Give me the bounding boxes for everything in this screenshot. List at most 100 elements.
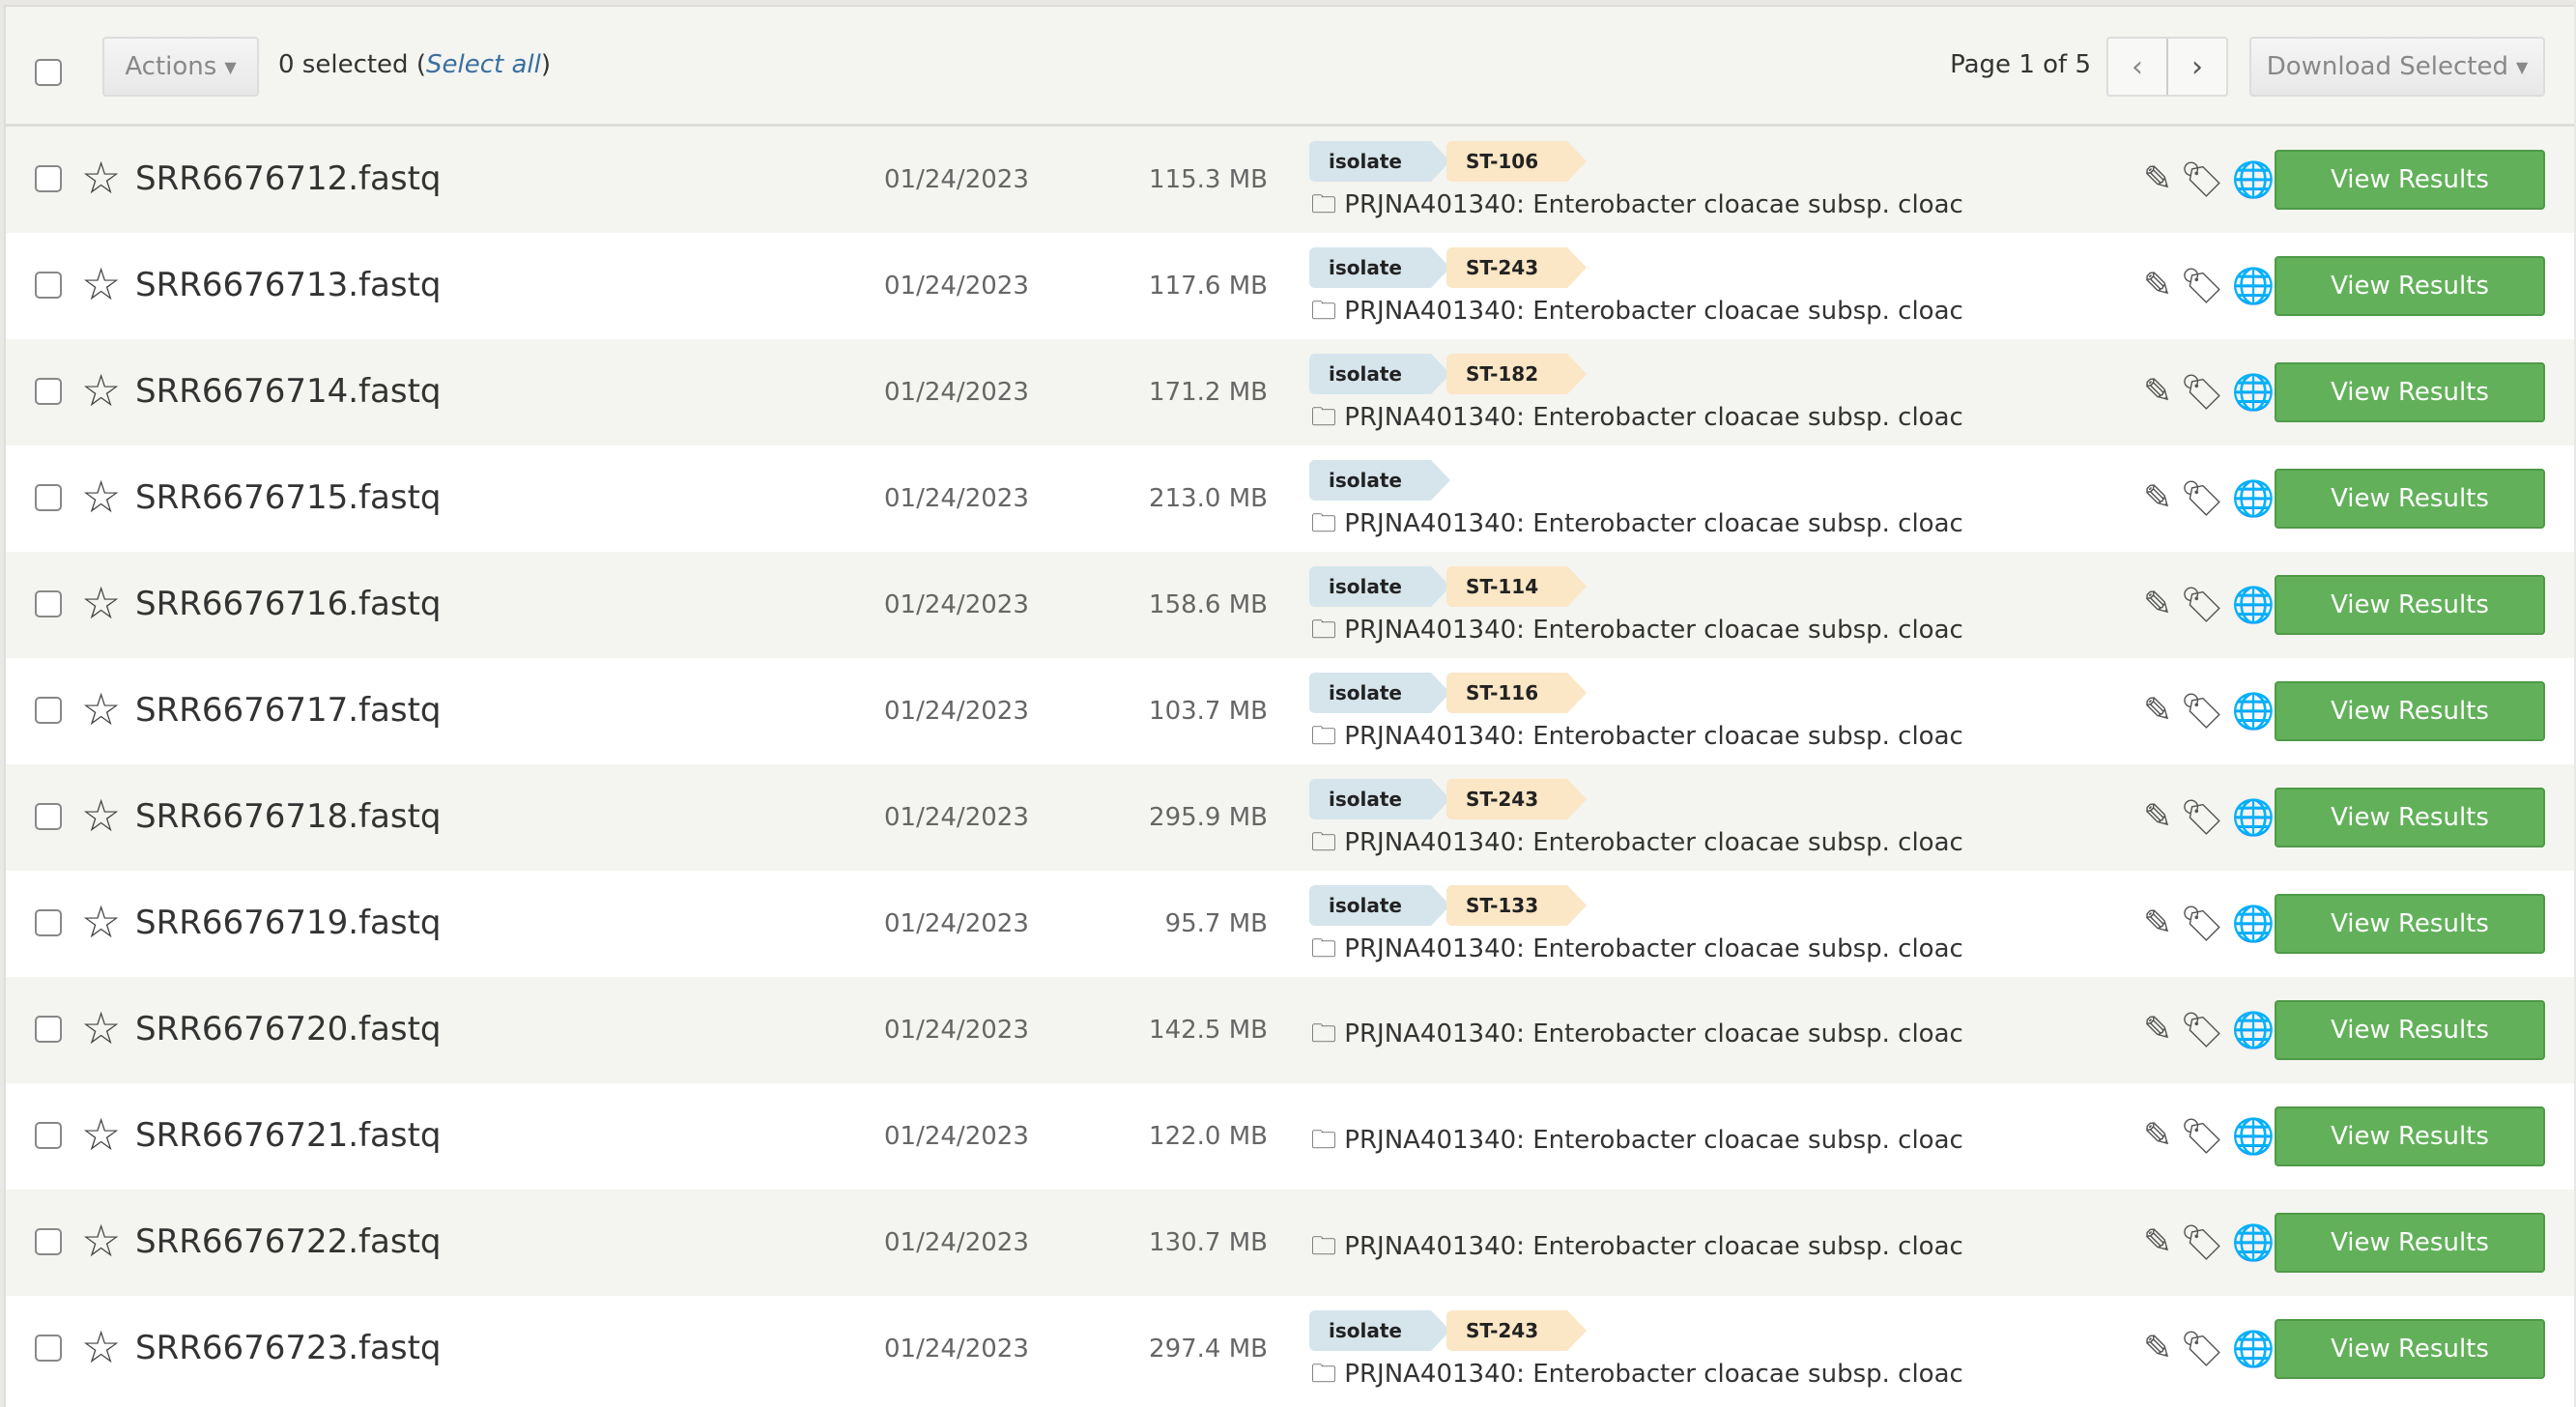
row-checkbox[interactable] (35, 165, 62, 192)
row-checkbox[interactable] (35, 1335, 62, 1362)
tags-icon[interactable]: 🏷 (2180, 1223, 2224, 1263)
view-results-button[interactable]: View Results (2275, 1106, 2545, 1166)
globe-icon[interactable]: 🌐 (2231, 692, 2275, 732)
file-name[interactable]: SRR6676718.fastq (135, 797, 442, 836)
globe-icon[interactable]: 🌐 (2231, 1117, 2275, 1157)
tag-type[interactable]: isolate (1309, 354, 1450, 394)
globe-icon[interactable]: 🌐 (2231, 267, 2275, 306)
tag-type[interactable]: isolate (1309, 1310, 1450, 1351)
star-icon[interactable]: ☆ (81, 683, 122, 735)
next-page-button[interactable]: › (2191, 49, 2203, 84)
file-name[interactable]: SRR6676713.fastq (135, 266, 442, 304)
view-results-button[interactable]: View Results (2275, 788, 2545, 847)
project-link[interactable]: 🗀 PRJNA401340: Enterobacter cloacae subs… (1311, 931, 1963, 973)
tags-icon[interactable]: 🏷 (2180, 479, 2224, 519)
globe-icon[interactable]: 🌐 (2231, 160, 2275, 200)
tag-type[interactable]: isolate (1309, 460, 1450, 501)
globe-icon[interactable]: 🌐 (2231, 479, 2275, 519)
tag-type[interactable]: isolate (1309, 673, 1450, 713)
tag-sequence-type[interactable]: ST-182 (1445, 354, 1588, 394)
star-icon[interactable]: ☆ (81, 152, 122, 204)
tags-icon[interactable]: 🏷 (2180, 1011, 2224, 1050)
tag-type[interactable]: isolate (1309, 779, 1450, 819)
star-icon[interactable]: ☆ (81, 896, 122, 948)
pencil-icon[interactable]: ✎ (2143, 585, 2173, 624)
tags-icon[interactable]: 🏷 (2180, 1330, 2224, 1369)
tag-sequence-type[interactable]: ST-106 (1445, 141, 1588, 182)
row-checkbox[interactable] (35, 272, 62, 299)
project-link[interactable]: 🗀 PRJNA401340: Enterobacter cloacae subs… (1311, 824, 1963, 867)
tags-icon[interactable]: 🏷 (2180, 267, 2224, 306)
globe-icon[interactable]: 🌐 (2231, 1223, 2275, 1263)
project-link[interactable]: 🗀 PRJNA401340: Enterobacter cloacae subs… (1311, 1122, 1963, 1164)
view-results-button[interactable]: View Results (2275, 1213, 2545, 1273)
file-name[interactable]: SRR6676722.fastq (135, 1222, 442, 1261)
star-icon[interactable]: ☆ (81, 471, 122, 523)
pencil-icon[interactable]: ✎ (2143, 1222, 2173, 1262)
globe-icon[interactable]: 🌐 (2231, 904, 2275, 944)
globe-icon[interactable]: 🌐 (2231, 798, 2275, 838)
file-name[interactable]: SRR6676721.fastq (135, 1116, 442, 1155)
view-results-button[interactable]: View Results (2275, 256, 2545, 316)
tags-icon[interactable]: 🏷 (2180, 586, 2224, 625)
globe-icon[interactable]: 🌐 (2231, 586, 2275, 625)
pencil-icon[interactable]: ✎ (2143, 266, 2173, 305)
tag-sequence-type[interactable]: ST-243 (1445, 779, 1588, 819)
row-checkbox[interactable] (35, 1228, 62, 1255)
tag-type[interactable]: isolate (1309, 885, 1450, 926)
row-checkbox[interactable] (35, 1016, 62, 1043)
tag-sequence-type[interactable]: ST-116 (1445, 673, 1588, 713)
view-results-button[interactable]: View Results (2275, 894, 2545, 954)
project-link[interactable]: 🗀 PRJNA401340: Enterobacter cloacae subs… (1311, 399, 1963, 442)
file-name[interactable]: SRR6676719.fastq (135, 904, 442, 942)
pencil-icon[interactable]: ✎ (2143, 797, 2173, 837)
tag-sequence-type[interactable]: ST-133 (1445, 885, 1588, 926)
view-results-button[interactable]: View Results (2275, 575, 2545, 635)
tags-icon[interactable]: 🏷 (2180, 1117, 2224, 1157)
pencil-icon[interactable]: ✎ (2143, 372, 2173, 412)
tags-icon[interactable]: 🏷 (2180, 692, 2224, 732)
star-icon[interactable]: ☆ (81, 1215, 122, 1267)
project-link[interactable]: 🗀 PRJNA401340: Enterobacter cloacae subs… (1311, 505, 1963, 548)
pencil-icon[interactable]: ✎ (2143, 159, 2173, 199)
file-name[interactable]: SRR6676723.fastq (135, 1329, 442, 1367)
tag-sequence-type[interactable]: ST-114 (1445, 566, 1588, 607)
tag-type[interactable]: isolate (1309, 141, 1450, 182)
project-link[interactable]: 🗀 PRJNA401340: Enterobacter cloacae subs… (1311, 718, 1963, 761)
row-checkbox[interactable] (35, 803, 62, 830)
pencil-icon[interactable]: ✎ (2143, 691, 2173, 731)
project-link[interactable]: 🗀 PRJNA401340: Enterobacter cloacae subs… (1311, 1228, 1963, 1271)
view-results-button[interactable]: View Results (2275, 1000, 2545, 1060)
project-link[interactable]: 🗀 PRJNA401340: Enterobacter cloacae subs… (1311, 1356, 1963, 1398)
pencil-icon[interactable]: ✎ (2143, 1010, 2173, 1049)
star-icon[interactable]: ☆ (81, 1108, 122, 1161)
file-name[interactable]: SRR6676714.fastq (135, 372, 442, 411)
row-checkbox[interactable] (35, 378, 62, 405)
prev-page-button[interactable]: ‹ (2108, 39, 2168, 95)
star-icon[interactable]: ☆ (81, 364, 122, 416)
pencil-icon[interactable]: ✎ (2143, 478, 2173, 518)
file-name[interactable]: SRR6676715.fastq (135, 478, 442, 517)
star-icon[interactable]: ☆ (81, 577, 122, 629)
tag-sequence-type[interactable]: ST-243 (1445, 1310, 1588, 1351)
view-results-button[interactable]: View Results (2275, 681, 2545, 741)
tags-icon[interactable]: 🏷 (2180, 904, 2224, 944)
globe-icon[interactable]: 🌐 (2231, 1330, 2275, 1369)
file-name[interactable]: SRR6676712.fastq (135, 159, 442, 198)
globe-icon[interactable]: 🌐 (2231, 373, 2275, 413)
pencil-icon[interactable]: ✎ (2143, 904, 2173, 943)
tag-type[interactable]: isolate (1309, 247, 1450, 288)
file-name[interactable]: SRR6676717.fastq (135, 691, 442, 730)
download-selected-button[interactable]: Download Selected ▼ (2249, 37, 2545, 97)
view-results-button[interactable]: View Results (2275, 469, 2545, 529)
tags-icon[interactable]: 🏷 (2180, 160, 2224, 200)
row-checkbox[interactable] (35, 1122, 62, 1149)
star-icon[interactable]: ☆ (81, 1321, 122, 1373)
tag-type[interactable]: isolate (1309, 566, 1450, 607)
select-all-checkbox[interactable] (35, 59, 62, 86)
project-link[interactable]: 🗀 PRJNA401340: Enterobacter cloacae subs… (1311, 293, 1963, 335)
row-checkbox[interactable] (35, 484, 62, 511)
view-results-button[interactable]: View Results (2275, 150, 2545, 210)
row-checkbox[interactable] (35, 909, 62, 936)
project-link[interactable]: 🗀 PRJNA401340: Enterobacter cloacae subs… (1311, 612, 1963, 654)
